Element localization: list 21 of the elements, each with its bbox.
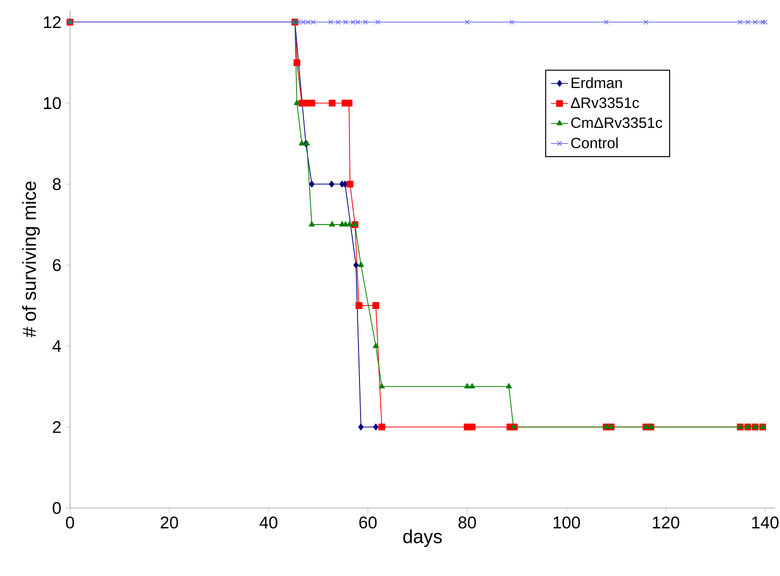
x-tick-label: 0 [66,516,74,528]
x-tick-label: 40 [260,516,278,528]
legend-label: CmΔRv3351c [571,117,662,128]
x-tick-label: 100 [554,516,580,528]
y-axis-title: # of surviving mice [22,181,40,338]
x-tick-label: 20 [160,516,178,528]
x-tick-label: 120 [652,516,680,528]
legend-label: Erdman [572,77,622,88]
y-tick-label: 6 [52,259,61,272]
x-tick-label: 80 [458,516,476,528]
y-tick-label: 8 [52,178,61,190]
x-tick-label: 60 [359,516,377,528]
y-tick-label: 4 [52,340,62,352]
y-tick-label: 10 [44,97,61,110]
y-tick-label: 0 [52,502,61,514]
legend-label: Control [571,137,618,148]
legend-label: ΔRv3351c [570,98,640,108]
y-tick-label: 12 [44,16,61,28]
y-tick-label: 2 [52,421,61,433]
x-axis-title: days [403,529,442,547]
x-tick-label: 140 [752,516,779,528]
